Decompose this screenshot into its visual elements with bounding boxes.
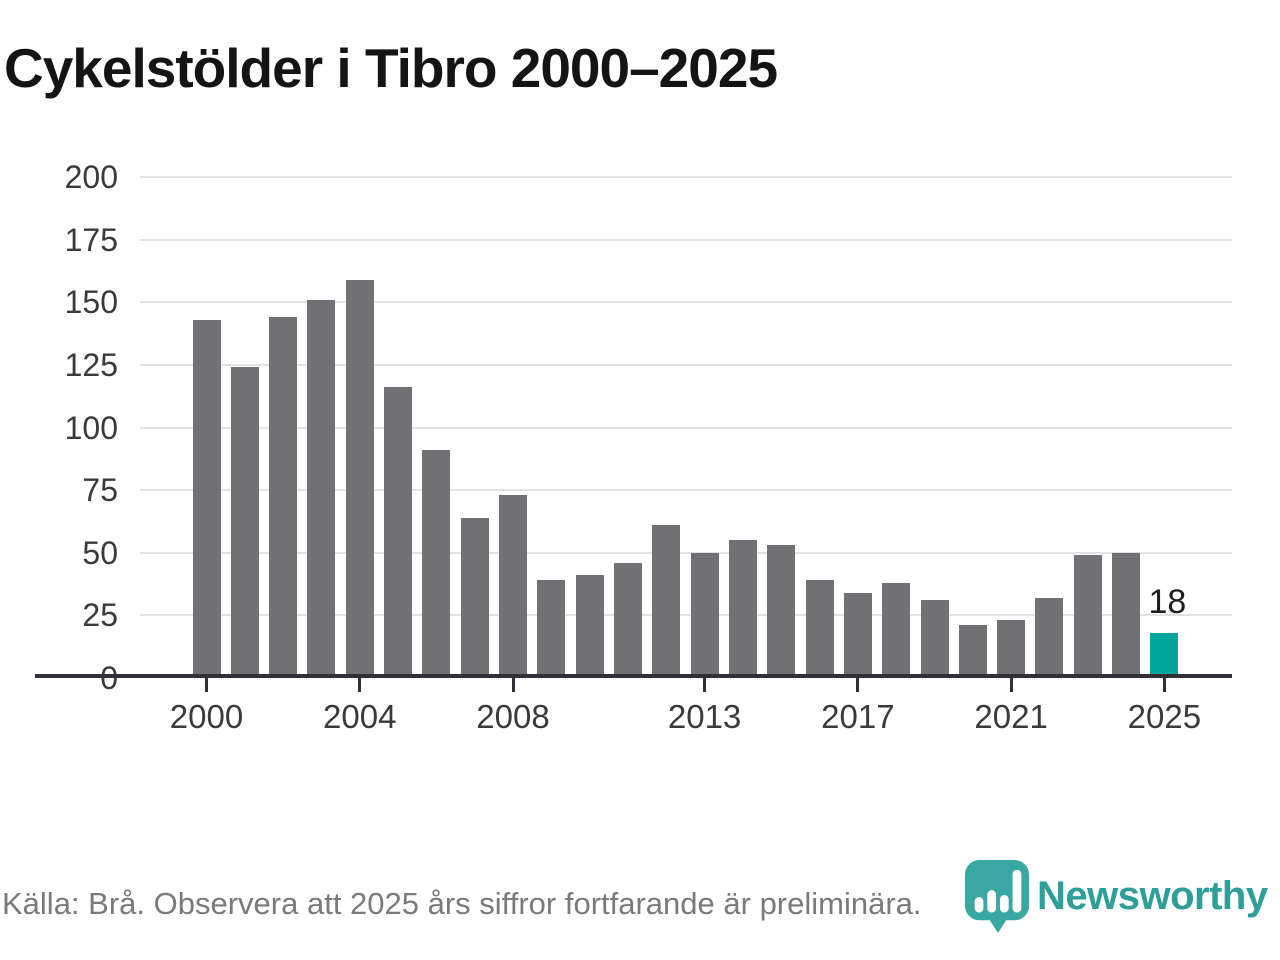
bar-2017: [843, 592, 872, 678]
y-axis-label-125: 125: [64, 346, 118, 383]
x-axis-label-2000: 2000: [169, 698, 244, 735]
x-axis-label-2021: 2021: [974, 698, 1048, 735]
bar-2010: [575, 575, 604, 678]
highlight-value-label: 18: [1148, 582, 1187, 621]
bar-2014: [728, 540, 757, 678]
bar-2015: [767, 545, 796, 678]
bar-2019: [920, 600, 949, 678]
bar-2011: [613, 562, 642, 678]
bar-2009: [537, 580, 566, 678]
source-note: Källa: Brå. Observera att 2025 års siffr…: [2, 886, 922, 921]
x-axis-label-2013: 2013: [667, 698, 742, 735]
bar-2020: [958, 625, 987, 678]
bar-2006: [422, 450, 451, 678]
gridline-50: [140, 551, 1232, 554]
gridline-100: [140, 426, 1232, 429]
bar-2024: [1112, 552, 1141, 678]
y-axis-label-75: 75: [82, 472, 118, 509]
x-axis-label-2004: 2004: [323, 698, 397, 735]
bar-2022: [1035, 597, 1064, 678]
bar-2005: [384, 387, 413, 678]
x-axis-label-2025: 2025: [1127, 698, 1202, 735]
x-tick-2013: [703, 678, 707, 692]
gridline-125: [140, 363, 1232, 366]
bar-2023: [1073, 555, 1102, 678]
y-axis-label-50: 50: [82, 534, 118, 571]
gridline-175: [140, 238, 1232, 241]
bar-2012: [652, 525, 681, 678]
y-axis-label-175: 175: [64, 221, 118, 258]
bar-2013: [690, 552, 719, 678]
gridline-150: [140, 301, 1232, 304]
x-axis-label-2017: 2017: [821, 698, 895, 735]
bar-2003: [307, 299, 336, 678]
y-axis-label-150: 150: [64, 284, 118, 321]
bar-2002: [269, 317, 298, 678]
x-tick-2008: [511, 678, 515, 692]
bar-2018: [882, 582, 911, 678]
bar-2004: [345, 279, 374, 678]
bar-2025-highlight: [1150, 632, 1179, 678]
x-tick-2025: [1162, 678, 1166, 692]
bar-2008: [499, 495, 528, 678]
x-tick-2000: [205, 678, 208, 692]
x-tick-2017: [856, 678, 860, 692]
x-tick-2004: [358, 678, 362, 692]
x-axis-label-2008: 2008: [476, 698, 550, 735]
bar-2001: [230, 367, 259, 678]
newsworthy-brand: Newsworthy: [963, 858, 1268, 939]
bar-2016: [805, 580, 834, 678]
gridline-200: [140, 176, 1232, 178]
y-axis-label-0: 0: [100, 660, 118, 696]
bar-2021: [997, 620, 1026, 678]
newsworthy-logo-icon: [963, 858, 1033, 939]
x-tick-2021: [1009, 678, 1013, 692]
x-axis-line: [35, 674, 1232, 678]
bar-2000: [192, 319, 221, 678]
gridline-25: [140, 614, 1232, 617]
newsworthy-logo-text: Newsworthy: [1037, 874, 1268, 918]
page-title: Cykelstölder i Tibro 2000–2025: [4, 37, 778, 99]
gridline-75: [140, 489, 1232, 492]
y-axis-label-25: 25: [82, 597, 118, 634]
bar-2007: [460, 517, 489, 678]
y-axis-label-100: 100: [64, 409, 118, 446]
y-axis-label-200: 200: [64, 159, 118, 195]
